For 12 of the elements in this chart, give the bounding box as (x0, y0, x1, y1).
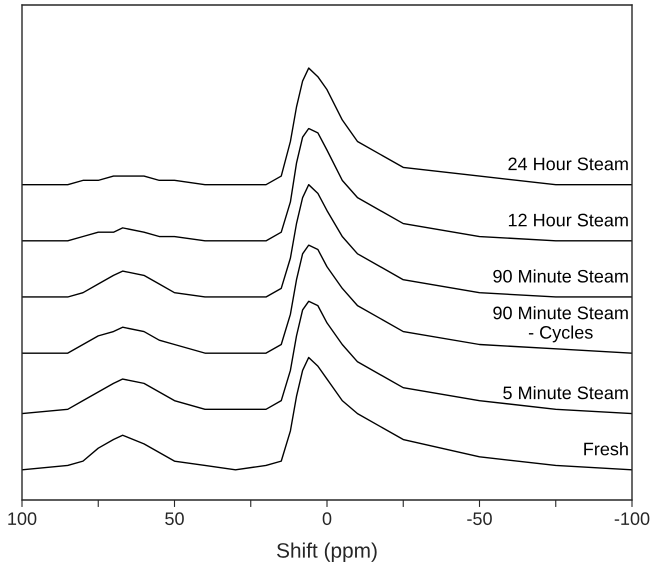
series-label: 12 Hour Steam (508, 214, 628, 226)
series-label: 5 Minute Steam (503, 386, 628, 400)
x-tick-label: 100 (8, 512, 36, 526)
x-tick-label: -100 (614, 512, 650, 526)
series-label: Fresh (584, 442, 628, 456)
x-tick-label: 0 (322, 512, 332, 526)
series-label: 90 Minute Steam - Cycles (493, 306, 628, 342)
x-axis-title: Shift (ppm) (277, 542, 377, 562)
x-tick-label: -50 (467, 512, 492, 526)
x-tick-label: 50 (165, 512, 184, 526)
series-label: 90 Minute Steam (493, 269, 628, 283)
series-label: 24 Hour Steam (508, 158, 628, 170)
